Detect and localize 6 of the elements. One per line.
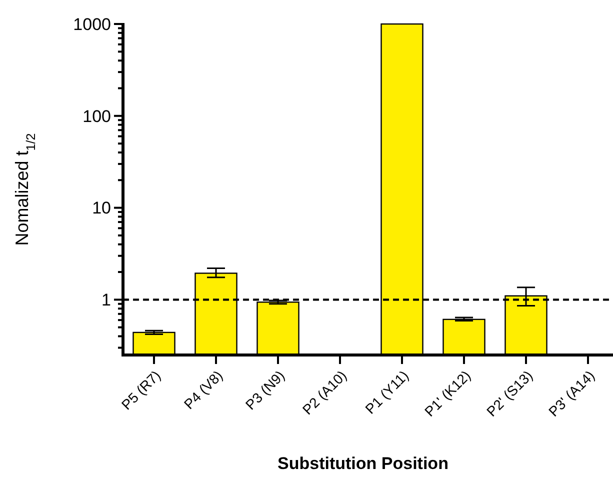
x-tick-label: P4 (V8) — [180, 367, 226, 412]
y-tick-label: 10 — [92, 198, 111, 218]
y-tick-label: 1000 — [73, 14, 111, 34]
y-tick-label: 1 — [102, 290, 111, 310]
y-tick-label: 100 — [82, 106, 111, 126]
x-axis-title: Substitution Position — [278, 454, 448, 473]
